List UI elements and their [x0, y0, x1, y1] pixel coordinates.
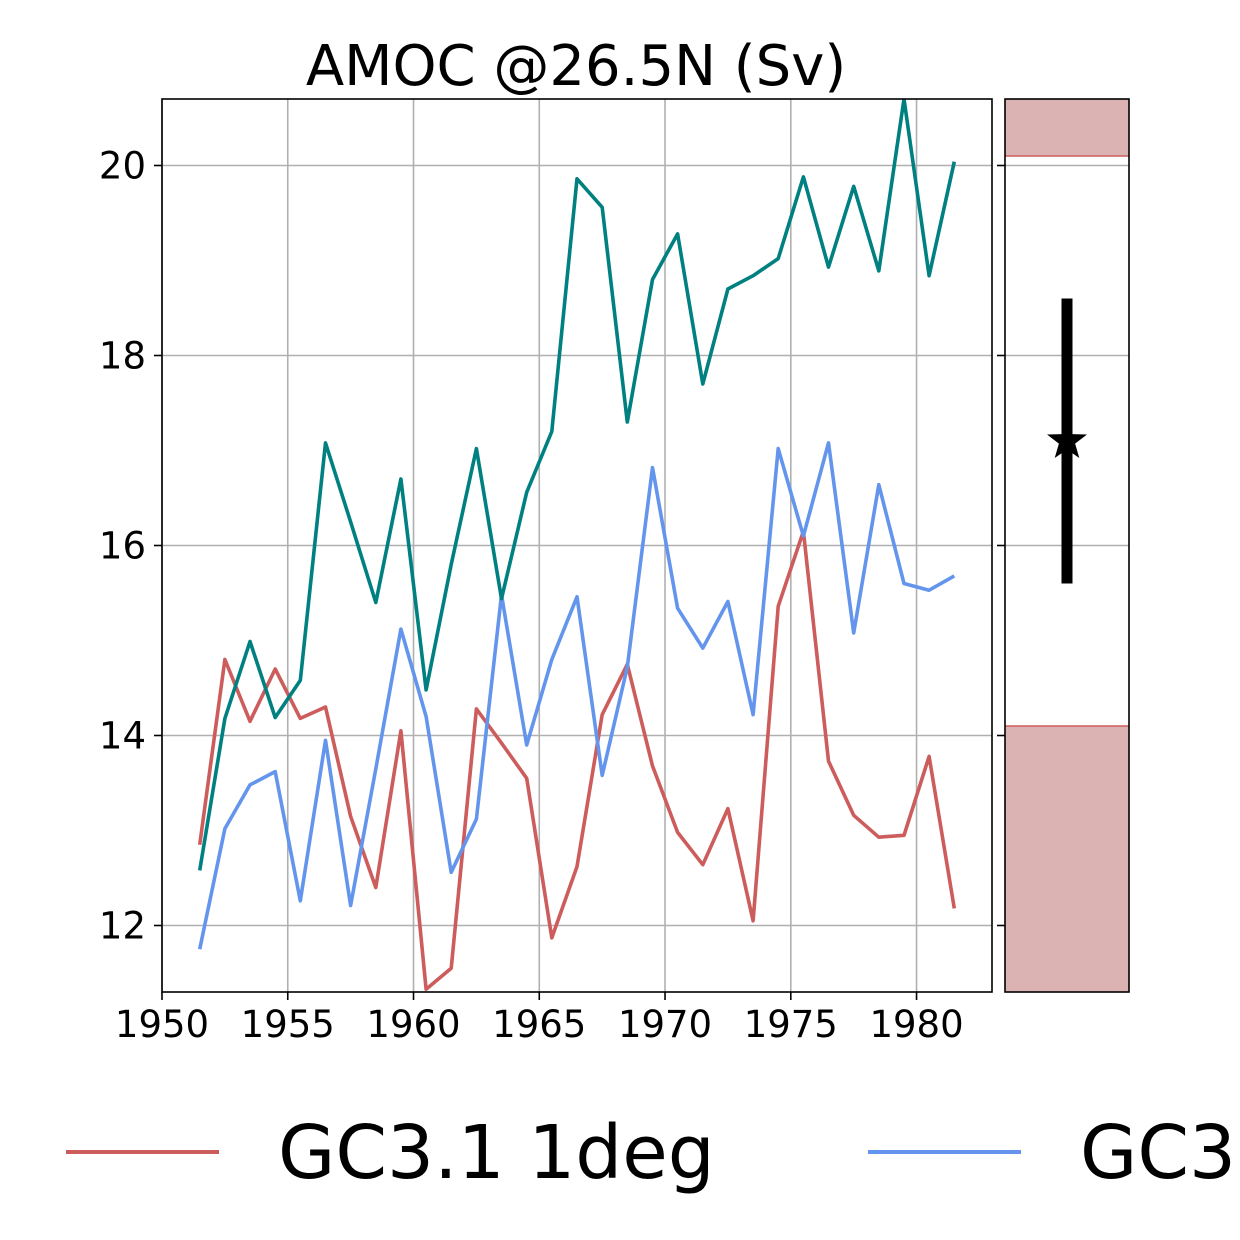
side-panel [997, 98, 1130, 993]
x-tick-label: 1980 [869, 1003, 963, 1046]
series-line-teal [197, 99, 957, 871]
x-tick-label: 1965 [492, 1003, 586, 1046]
side-panel-content [997, 99, 1129, 992]
side-panel-frame [1004, 98, 1130, 993]
main-plot-area: 1950 1955 1960 1965 1970 1975 1980 12 14 16 18 20 A… [99, 34, 993, 1047]
y-tick-label: 20 [99, 145, 146, 188]
x-tick-label: 1975 [744, 1003, 838, 1046]
y-tick-label: 18 [99, 335, 146, 378]
star-marker [1047, 420, 1087, 458]
y-tick-label: 14 [99, 715, 146, 758]
x-tick-label: 1970 [618, 1003, 712, 1046]
x-tick-label: 1950 [115, 1003, 209, 1046]
y-tick-label: 16 [99, 525, 146, 568]
y-tick-label: 12 [99, 905, 146, 948]
series-line-gc3 [197, 441, 956, 950]
main-axis-ticks: 1950 1955 1960 1965 1970 1975 1980 12 14 16 18 20 [99, 145, 964, 1047]
shaded-band-lower [1005, 726, 1129, 992]
shaded-band-upper [1005, 99, 1129, 156]
legend-label-gc3: GC3 [1080, 1110, 1236, 1196]
series-line-gc31-1deg [197, 529, 957, 992]
x-tick-label: 1955 [241, 1003, 335, 1046]
legend: GC3.1 1deg GC3 [66, 1110, 1236, 1196]
chart-title: AMOC @26.5N (Sv) [306, 34, 846, 99]
legend-label-gc31-1deg: GC3.1 1deg [278, 1110, 715, 1196]
x-tick-label: 1960 [366, 1003, 460, 1046]
main-series-lines [197, 99, 957, 992]
